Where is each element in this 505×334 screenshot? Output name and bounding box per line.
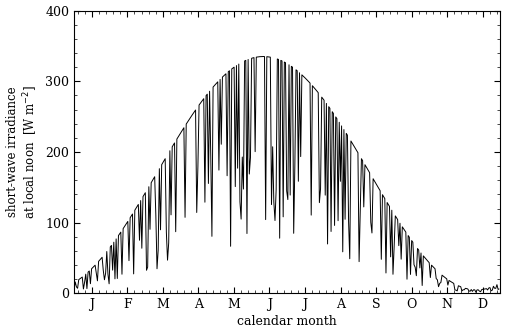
Y-axis label: short-wave irradiance
at local noon  [W m$^{-2}$]: short-wave irradiance at local noon [W m…: [6, 85, 39, 219]
X-axis label: calendar month: calendar month: [237, 315, 336, 328]
